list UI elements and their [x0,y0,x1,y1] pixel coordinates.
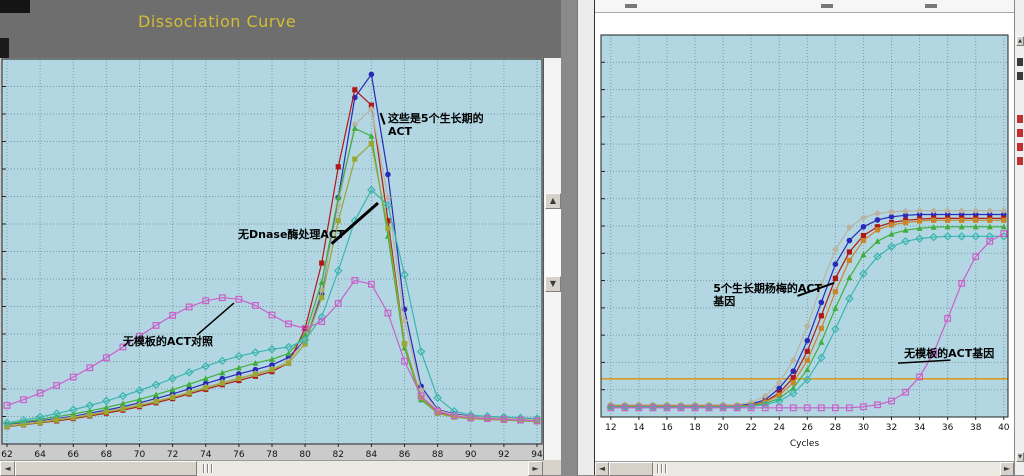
svg-text:84: 84 [366,450,378,460]
svg-text:74: 74 [200,450,212,460]
scroll-up-icon: ▲ [1018,37,1022,44]
svg-text:Cycles: Cycles [790,439,820,449]
scroll-up-button[interactable]: ▲ [1016,36,1024,46]
vertical-scrollbar-track[interactable] [545,193,561,292]
dissociation-chart-svg: 62 64 66 68 70 72 74 76 78 80 82 84 86 88 90 92 94 这些是5个生… [0,58,543,460]
svg-text:70: 70 [134,450,146,460]
scroll-down-button[interactable]: ▼ [1016,452,1024,462]
dissociation-title: Dissociation Curve [138,12,297,31]
scroll-right-icon: ► [1003,464,1011,473]
left-horizontal-scrollbar[interactable]: ◄ ► [0,460,543,476]
svg-text:30: 30 [858,423,870,433]
dissociation-titlebar: Dissociation Curve [0,0,561,58]
scroll-right-button[interactable]: ► [528,461,543,476]
amplification-chart: 12 14 16 18 20 22 24 26 28 30 32 34 36 38 40 Cycles 5个生长… [600,34,1010,449]
svg-text:无模板的ACT对照: 无模板的ACT对照 [122,334,213,348]
scroll-down-icon: ▼ [1018,453,1022,460]
right-edge-panel: ▲ ▼ [1014,0,1024,475]
left-scrollbar-thumb[interactable] [15,461,197,476]
window-corner-fragment [0,0,30,13]
scroll-up-icon: ▲ [549,196,557,205]
svg-text:18: 18 [689,423,701,433]
svg-text:28: 28 [830,423,842,433]
svg-text:34: 34 [914,423,926,433]
dissociation-window: Dissociation Curve 62 64 66 68 70 72 74 76 78 80 8… [0,0,561,476]
window-edge-fragment [0,38,9,58]
dissociation-chart: 62 64 66 68 70 72 74 76 78 80 82 84 86 88 90 92 94 这些是5个生… [0,58,543,460]
toolbar-fragment-mark [821,4,833,8]
svg-text:66: 66 [68,450,80,460]
svg-text:78: 78 [266,450,278,460]
svg-text:24: 24 [774,423,786,433]
svg-text:26: 26 [802,423,814,433]
right-scrollbar-thumb[interactable] [609,462,653,476]
svg-text:64: 64 [34,450,46,460]
splitter-grip[interactable] [203,464,213,473]
svg-text:68: 68 [101,450,113,460]
scroll-up-button[interactable]: ▲ [545,193,561,209]
svg-text:36: 36 [942,423,954,433]
legend-glyph [1017,58,1023,66]
amplification-chart-svg: 12 14 16 18 20 22 24 26 28 30 32 34 36 38 40 Cycles 5个生长… [600,34,1010,449]
scroll-down-icon: ▼ [549,279,557,288]
svg-text:76: 76 [233,450,245,460]
svg-text:88: 88 [432,450,444,460]
scroll-left-icon: ◄ [598,464,606,473]
svg-text:62: 62 [1,450,12,460]
svg-text:82: 82 [333,450,344,460]
svg-text:16: 16 [661,423,673,433]
svg-text:72: 72 [167,450,178,460]
svg-text:94: 94 [531,450,543,460]
left-vertical-scrollbar-strip: ▲ ▼ [543,58,561,460]
scroll-right-button[interactable]: ► [1000,462,1014,476]
scroll-right-icon: ► [532,463,539,473]
svg-text:无模板的ACT基因: 无模板的ACT基因 [903,346,994,360]
right-horizontal-scrollbar[interactable]: ◄ ► [595,461,1014,476]
svg-text:32: 32 [886,423,897,433]
svg-text:80: 80 [299,450,311,460]
amplification-toolbar-fragment [595,0,1015,13]
svg-text:38: 38 [970,423,982,433]
svg-text:12: 12 [605,423,616,433]
legend-glyph [1017,143,1023,151]
toolbar-fragment-mark [925,4,937,8]
toolbar-fragment-mark [625,4,637,8]
scroll-left-icon: ◄ [4,463,11,473]
svg-text:无Dnase酶处理ACT: 无Dnase酶处理ACT [237,227,345,241]
scroll-down-button[interactable]: ▼ [545,276,561,292]
svg-text:40: 40 [998,423,1010,433]
svg-text:92: 92 [498,450,509,460]
svg-text:20: 20 [717,423,729,433]
window-gap-band [577,0,594,475]
svg-text:14: 14 [633,423,645,433]
svg-text:22: 22 [745,423,756,433]
amplification-window: 12 14 16 18 20 22 24 26 28 30 32 34 36 38 40 Cycles 5个生长… [594,0,1015,476]
splitter-grip[interactable] [657,464,667,473]
svg-text:90: 90 [465,450,477,460]
scroll-left-button[interactable]: ◄ [595,462,609,476]
legend-glyph [1017,72,1023,80]
svg-text:86: 86 [399,450,411,460]
legend-glyph [1017,157,1023,165]
scrollbar-corner [543,460,561,475]
scroll-left-button[interactable]: ◄ [0,461,15,476]
legend-glyph [1017,115,1023,123]
legend-glyph [1017,129,1023,137]
